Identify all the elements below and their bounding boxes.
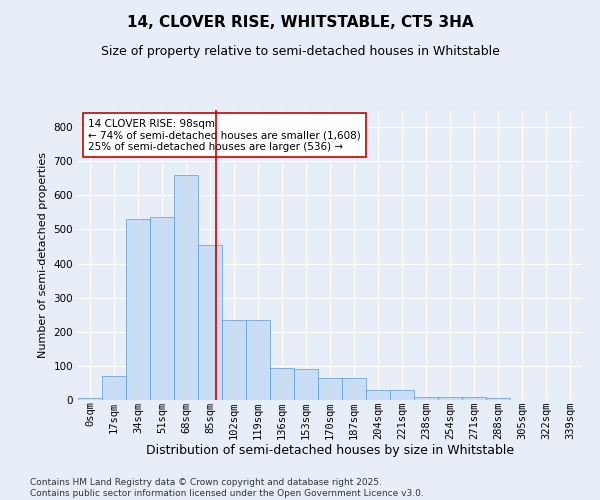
- Bar: [126, 219, 150, 400]
- Bar: [198, 245, 222, 400]
- Bar: [246, 320, 270, 400]
- Bar: [414, 396, 438, 400]
- Bar: [318, 378, 342, 400]
- Bar: [102, 376, 126, 400]
- Text: Contains HM Land Registry data © Crown copyright and database right 2025.
Contai: Contains HM Land Registry data © Crown c…: [30, 478, 424, 498]
- Bar: [78, 398, 102, 400]
- Text: Size of property relative to semi-detached houses in Whitstable: Size of property relative to semi-detach…: [101, 45, 499, 58]
- Bar: [462, 396, 486, 400]
- Bar: [390, 390, 414, 400]
- Y-axis label: Number of semi-detached properties: Number of semi-detached properties: [38, 152, 48, 358]
- Text: 14 CLOVER RISE: 98sqm
← 74% of semi-detached houses are smaller (1,608)
25% of s: 14 CLOVER RISE: 98sqm ← 74% of semi-deta…: [88, 118, 361, 152]
- Bar: [150, 218, 174, 400]
- Bar: [486, 398, 510, 400]
- Bar: [366, 390, 390, 400]
- Bar: [174, 175, 198, 400]
- Bar: [294, 370, 318, 400]
- Bar: [270, 368, 294, 400]
- Bar: [222, 320, 246, 400]
- Bar: [438, 396, 462, 400]
- X-axis label: Distribution of semi-detached houses by size in Whitstable: Distribution of semi-detached houses by …: [146, 444, 514, 458]
- Text: 14, CLOVER RISE, WHITSTABLE, CT5 3HA: 14, CLOVER RISE, WHITSTABLE, CT5 3HA: [127, 15, 473, 30]
- Bar: [342, 378, 366, 400]
